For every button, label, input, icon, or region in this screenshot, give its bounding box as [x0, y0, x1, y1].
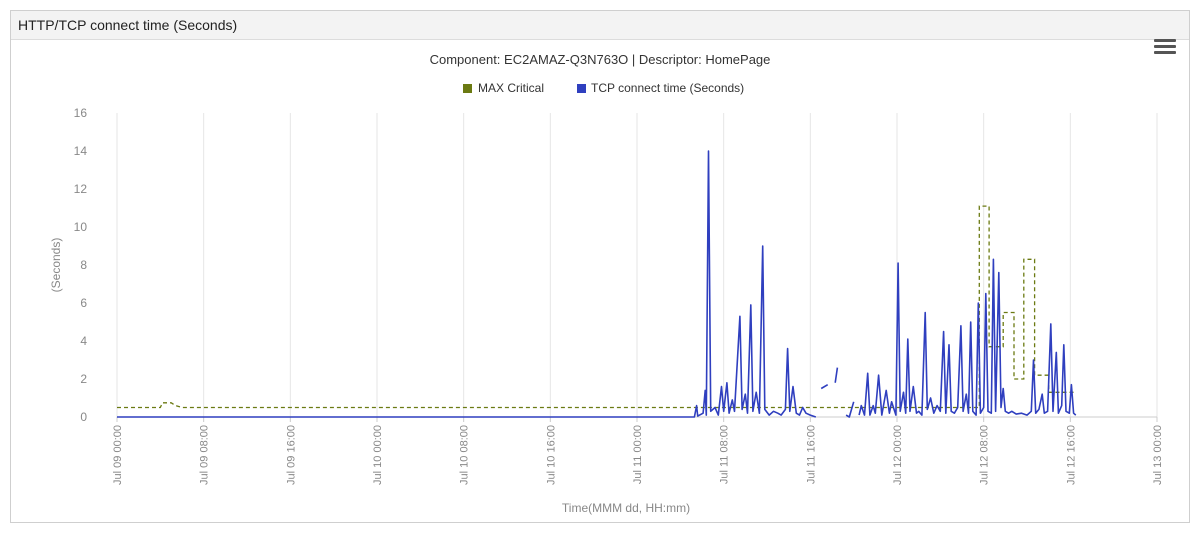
- series-line-tcp-connect-time: [834, 367, 839, 383]
- hamburger-menu-icon[interactable]: [1154, 36, 1176, 56]
- x-tick-label: Jul 12 00:00: [892, 425, 904, 485]
- y-tick-label: 4: [80, 334, 87, 348]
- x-tick-label: Jul 09 00:00: [112, 425, 124, 485]
- series-line-tcp-connect-time: [117, 150, 817, 418]
- legend-swatch-tcp-connect-time: [577, 84, 586, 93]
- menu-line: [1154, 45, 1176, 48]
- x-tick-label: Jul 11 08:00: [719, 425, 731, 484]
- y-tick-label: 8: [80, 258, 87, 272]
- y-axis-label: (Seconds): [49, 238, 63, 293]
- x-tick-label: Jul 12 08:00: [979, 425, 991, 485]
- series-line-max-critical: [117, 205, 1076, 409]
- x-axis-ticks: Jul 09 00:00 Jul 09 08:00 Jul 09 16:00 Jul …: [112, 417, 1164, 485]
- y-tick-label: 12: [74, 182, 88, 196]
- x-tick-label: Jul 11 16:00: [805, 425, 817, 484]
- y-tick-label: 0: [80, 410, 87, 424]
- menu-line: [1154, 39, 1176, 42]
- legend-label-tcp-connect-time: TCP connect time (Seconds): [591, 81, 744, 95]
- y-tick-label: 6: [80, 296, 87, 310]
- legend-item-tcp-connect-time[interactable]: TCP connect time (Seconds): [577, 81, 744, 95]
- y-tick-label: 16: [74, 106, 88, 120]
- x-tick-label: Jul 10 08:00: [459, 425, 471, 485]
- x-tick-label: Jul 09 16:00: [285, 425, 297, 485]
- series-line-tcp-connect-time: [820, 384, 829, 390]
- x-tick-label: Jul 11 00:00: [632, 425, 644, 484]
- legend: MAX Critical TCP connect time (Seconds): [463, 81, 744, 95]
- y-tick-label: 2: [80, 372, 87, 386]
- y-tick-label: 10: [74, 220, 88, 234]
- x-tick-label: Jul 12 16:00: [1065, 425, 1077, 485]
- legend-swatch-max-critical: [463, 84, 472, 93]
- menu-line: [1154, 51, 1176, 54]
- chart-title: Component: EC2AMAZ-Q3N763O | Descriptor:…: [430, 52, 771, 67]
- panel-title: HTTP/TCP connect time (Seconds): [11, 11, 1189, 40]
- series-line-tcp-connect-time: [858, 258, 1077, 416]
- x-tick-label: Jul 10 00:00: [372, 425, 384, 485]
- y-tick-label: 14: [74, 144, 88, 158]
- x-tick-label: Jul 13 00:00: [1152, 425, 1164, 485]
- x-tick-label: Jul 10 16:00: [545, 425, 557, 485]
- legend-label-max-critical: MAX Critical: [478, 81, 544, 95]
- x-tick-label: Jul 09 08:00: [199, 425, 211, 485]
- x-axis-label: Time(MMM dd, HH:mm): [562, 501, 690, 515]
- series-lines: [117, 150, 1077, 418]
- legend-item-max-critical[interactable]: MAX Critical: [463, 81, 544, 95]
- series-line-tcp-connect-time: [845, 401, 855, 418]
- y-axis-ticks: 0 2 4 6 8 10 12 14 16: [74, 106, 88, 424]
